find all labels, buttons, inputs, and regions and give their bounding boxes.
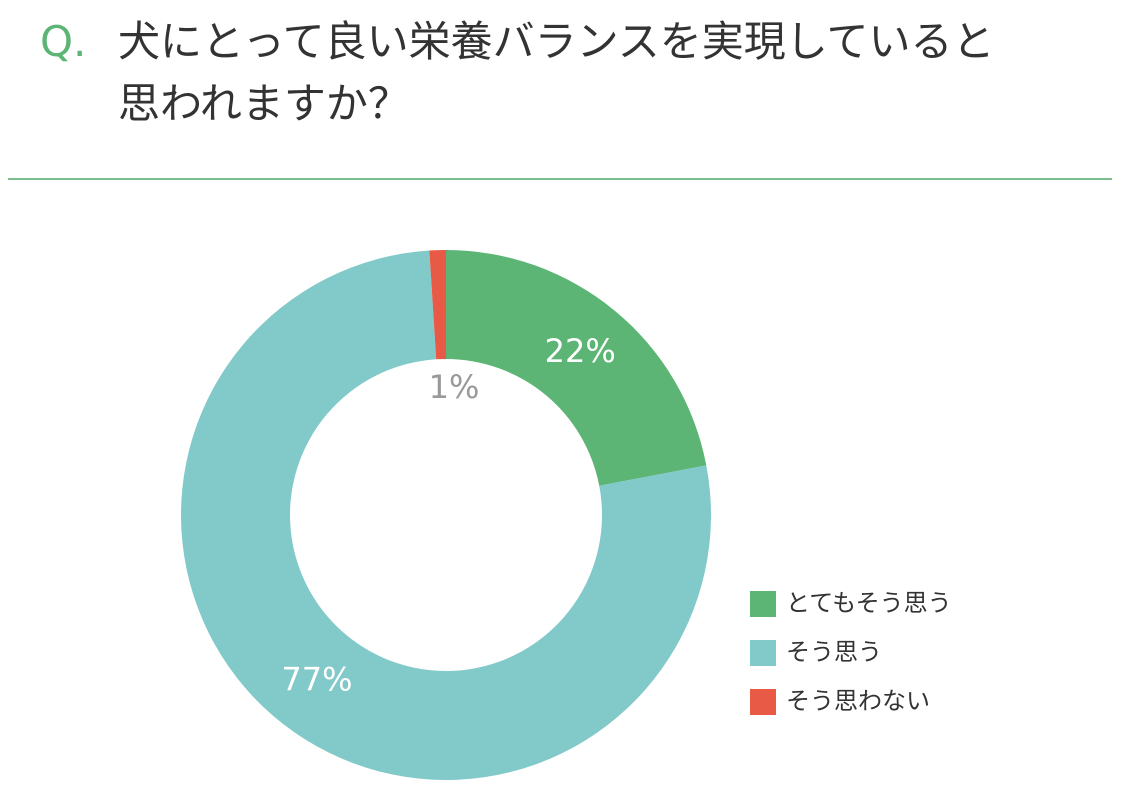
value-label: 22% — [545, 332, 616, 370]
chart-title: 思われますか？ — [118, 79, 410, 128]
legend-label: そう思わない — [786, 687, 930, 715]
legend-label: とてもそう思う — [786, 589, 952, 617]
legend-swatch — [750, 640, 776, 666]
value-label: 77% — [281, 660, 352, 698]
chart-title: 犬にとって良い栄養バランスを実現していると — [118, 17, 995, 66]
value-label: 1% — [429, 368, 480, 406]
donut-slice — [446, 250, 707, 486]
legend-swatch — [750, 591, 776, 617]
legend-swatch — [750, 689, 776, 715]
title-prefix: Q. — [40, 17, 86, 66]
donut-slice — [429, 250, 446, 360]
donut-slice — [180, 250, 711, 780]
legend-label: そう思う — [786, 638, 882, 666]
